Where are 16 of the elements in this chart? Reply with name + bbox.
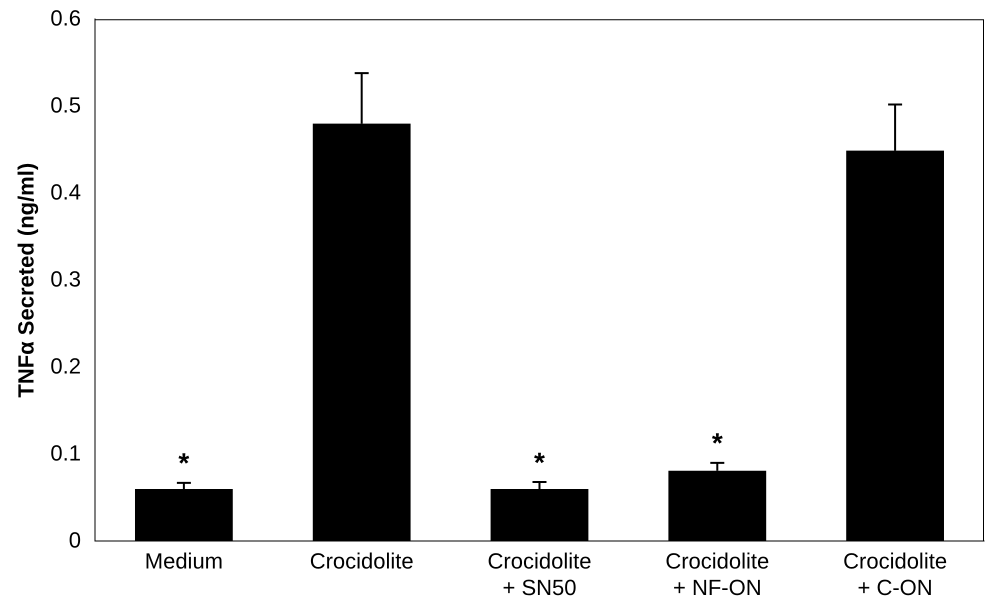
y-tick-label: 0.3 bbox=[50, 266, 81, 292]
y-tick-label: 0.2 bbox=[50, 353, 81, 378]
y-tick-label: 0.4 bbox=[50, 179, 81, 204]
annotation: * bbox=[534, 446, 546, 478]
annotation: * bbox=[178, 448, 190, 479]
y-tick-label: 0.1 bbox=[50, 440, 81, 466]
x-tick-label: Crocidolite + C-ON bbox=[843, 548, 948, 600]
x-tick-label: Crocidolite + NF-ON bbox=[665, 548, 770, 600]
y-tick-label: 0 bbox=[68, 527, 81, 552]
x-tick-label: Crocidolite + SN50 bbox=[488, 548, 592, 600]
y-tick-label: 0.6 bbox=[50, 5, 81, 30]
x-tick-label: Crocidolite bbox=[310, 548, 414, 574]
y-tick-label: 0.5 bbox=[50, 92, 81, 118]
y-axis-title: TNFα Secreted (ng/ml) bbox=[13, 162, 38, 398]
x-tick-label: Medium bbox=[144, 548, 224, 574]
annotation: * bbox=[712, 428, 723, 459]
